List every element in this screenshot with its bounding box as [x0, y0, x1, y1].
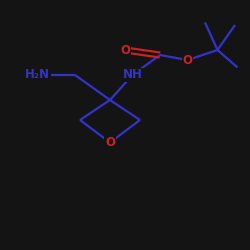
Text: O: O	[182, 54, 192, 66]
Text: O: O	[120, 44, 130, 57]
Text: O: O	[105, 136, 115, 149]
Text: NH: NH	[122, 68, 142, 82]
Text: H₂N: H₂N	[25, 68, 50, 82]
